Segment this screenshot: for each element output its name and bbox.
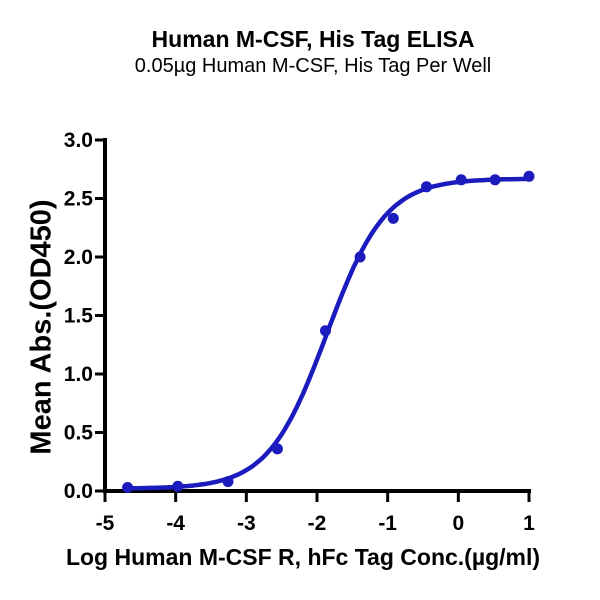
data-point bbox=[320, 325, 331, 337]
data-point bbox=[222, 476, 234, 488]
chart-subtitle: 0.05µg Human M-CSF, His Tag Per Well bbox=[134, 55, 492, 77]
data-point bbox=[523, 170, 535, 182]
x-axis-label: Log Human M-CSF R, hFc Tag Conc.(µg/ml) bbox=[65, 544, 541, 570]
data-point bbox=[354, 251, 366, 263]
data-point bbox=[387, 212, 399, 224]
data-point bbox=[455, 174, 467, 186]
x-tick-label: -1 bbox=[378, 512, 397, 535]
y-tick-label: 3.0 bbox=[64, 129, 93, 152]
x-tick-label: 0 bbox=[452, 512, 464, 535]
x-tick-label: -3 bbox=[237, 512, 256, 535]
x-tick-label: -5 bbox=[96, 512, 115, 535]
y-tick-label: 1.5 bbox=[64, 305, 94, 328]
data-points bbox=[122, 170, 535, 493]
data-point bbox=[172, 480, 184, 492]
data-point bbox=[122, 482, 134, 493]
x-tick-label: -4 bbox=[166, 512, 185, 535]
axis-ticks bbox=[95, 138, 531, 502]
x-tick-label: 1 bbox=[523, 512, 535, 535]
y-tick-label: 2.0 bbox=[64, 246, 93, 269]
chart-title: Human M-CSF, His Tag ELISA bbox=[151, 26, 475, 52]
y-tick-label: 2.5 bbox=[64, 188, 94, 211]
y-tick-label: 0.5 bbox=[64, 422, 94, 445]
y-tick-label: 1.0 bbox=[64, 363, 93, 386]
data-point bbox=[271, 443, 283, 455]
data-point bbox=[421, 181, 432, 193]
axis-tick-labels: 0.0 0.5 1.0 1.5 2.0 2.5 3.0 -5 -4 -3 -2 -1 0 1 bbox=[64, 129, 535, 535]
x-tick-label: -2 bbox=[308, 512, 327, 535]
data-point bbox=[489, 174, 501, 186]
y-tick-label: 0.0 bbox=[64, 480, 93, 503]
axes bbox=[103, 138, 531, 493]
